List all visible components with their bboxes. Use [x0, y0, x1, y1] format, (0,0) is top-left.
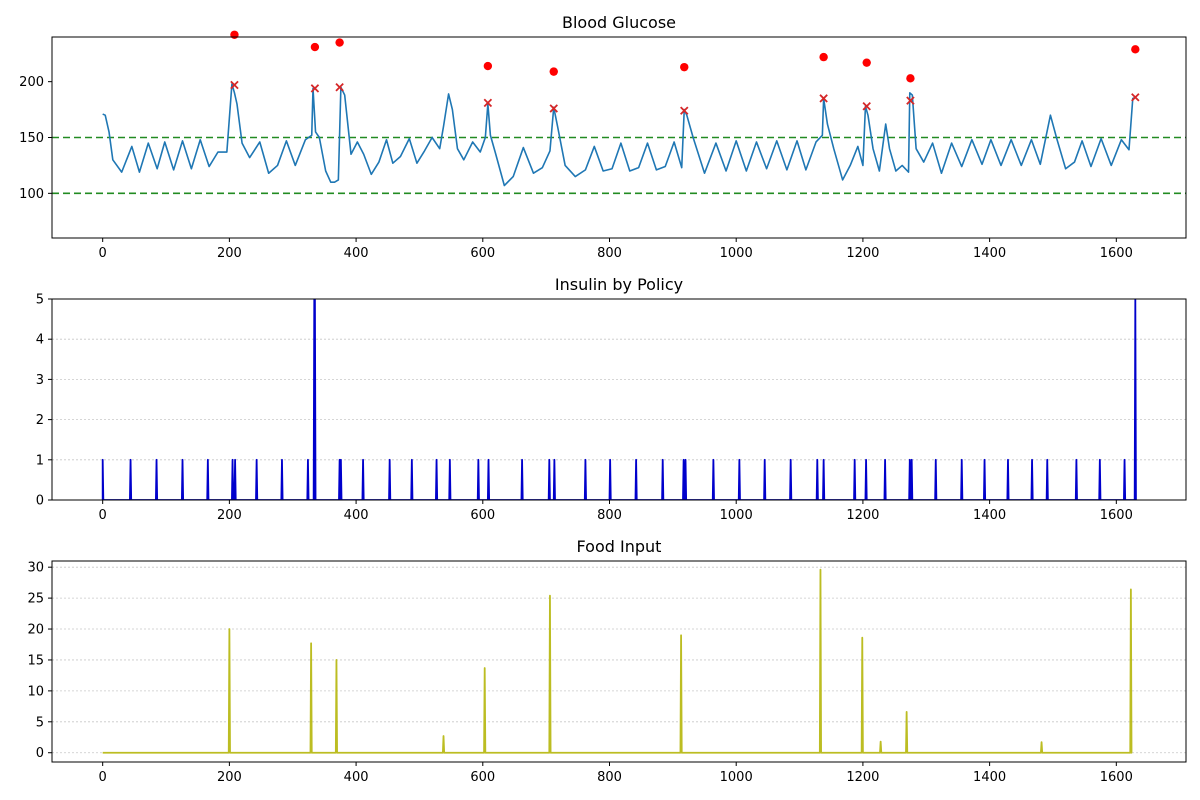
y-tick-label: 1 — [36, 453, 44, 468]
x-tick-label: 1000 — [720, 508, 753, 523]
x-tick-label: 600 — [470, 246, 495, 261]
y-tick-label: 15 — [27, 653, 44, 668]
cross-stroke — [310, 84, 320, 93]
data-point — [1131, 45, 1140, 54]
x-tick-label: 1000 — [720, 770, 753, 785]
cross-stroke — [819, 94, 828, 103]
axes-frame — [51, 560, 1187, 763]
cross-marker — [819, 94, 828, 103]
y-tick-label: 100 — [19, 187, 44, 202]
x-tick-label: 0 — [99, 770, 107, 785]
x-tick-label: 1200 — [846, 508, 879, 523]
data-point — [680, 62, 689, 72]
cross-marker — [862, 101, 871, 111]
x-tick-label: 600 — [470, 508, 495, 523]
x-tick-label: 400 — [344, 508, 369, 523]
plot-area — [102, 80, 1140, 187]
cross-stroke — [862, 101, 871, 111]
chart-title: Food Input — [577, 537, 662, 556]
data-point — [549, 67, 558, 76]
x-tick-label: 1000 — [720, 246, 753, 261]
cross-marker — [1131, 93, 1140, 102]
y-tick-label: 10 — [27, 684, 44, 699]
y-tick-label: 20 — [27, 623, 44, 638]
x-tick-label: 800 — [597, 508, 622, 523]
data-point — [862, 58, 871, 67]
chart-title: Insulin by Policy — [555, 275, 683, 294]
x-tick-label: 1400 — [973, 770, 1006, 785]
y-tick-label: 30 — [27, 561, 44, 576]
x-tick-label: 0 — [99, 246, 107, 261]
y-tick-label: 0 — [36, 746, 44, 761]
cross-marker — [906, 96, 915, 105]
y-tick-label: 4 — [36, 333, 44, 348]
plot-area — [101, 299, 1137, 500]
x-tick-label: 1400 — [973, 508, 1006, 523]
data-point — [906, 74, 915, 83]
cross-stroke — [483, 98, 493, 108]
x-tick-label: 1600 — [1100, 246, 1133, 261]
cross-stroke — [906, 96, 915, 105]
data-point — [230, 30, 239, 39]
x-tick-label: 0 — [99, 508, 107, 523]
x-tick-label: 800 — [597, 770, 622, 785]
panel-1: 0 200 400 600 800 1000 1200 1400 1600 100 150 200 Bl… — [19, 13, 1187, 261]
panel-2: 0 200 400 600 800 1000 1200 1400 1600 0 1 2 3 4 5 Insul… — [36, 275, 1187, 523]
data-point — [819, 52, 828, 62]
y-tick-label: 5 — [36, 715, 44, 730]
y-tick-label: 150 — [19, 131, 44, 146]
x-tick-label: 1400 — [973, 246, 1006, 261]
y-tick-label: 25 — [27, 592, 44, 607]
y-tick-label: 5 — [36, 293, 44, 308]
x-tick-label: 400 — [344, 246, 369, 261]
x-tick-label: 600 — [470, 770, 495, 785]
x-tick-label: 200 — [217, 770, 242, 785]
data-point — [310, 42, 320, 52]
series-line — [102, 568, 1133, 754]
cross-marker — [310, 84, 320, 93]
y-tick-label: 2 — [36, 413, 44, 428]
axes-frame — [51, 298, 1187, 501]
x-tick-label: 200 — [217, 246, 242, 261]
y-tick-label: 0 — [36, 494, 44, 509]
cross-stroke — [335, 83, 344, 92]
plot-area — [102, 568, 1133, 754]
cross-stroke — [549, 104, 558, 113]
y-tick-label: 200 — [19, 75, 44, 90]
x-tick-label: 1600 — [1100, 770, 1133, 785]
x-tick-label: 1200 — [846, 246, 879, 261]
x-tick-label: 400 — [344, 770, 369, 785]
cross-stroke — [1131, 93, 1140, 102]
cross-stroke — [680, 106, 689, 115]
chart-title: Blood Glucose — [562, 13, 676, 32]
data-point — [483, 61, 493, 71]
cross-marker — [483, 98, 493, 108]
x-tick-label: 200 — [217, 508, 242, 523]
x-tick-label: 1200 — [846, 770, 879, 785]
series-line — [102, 83, 1136, 187]
cross-marker — [335, 83, 344, 92]
series-line — [101, 299, 1137, 500]
data-point — [335, 38, 344, 47]
cross-stroke — [230, 80, 239, 90]
cross-marker — [680, 106, 689, 115]
cross-marker — [549, 104, 558, 113]
cross-marker — [230, 80, 239, 90]
y-tick-label: 3 — [36, 373, 44, 388]
x-tick-label: 1600 — [1100, 508, 1133, 523]
x-tick-label: 800 — [597, 246, 622, 261]
panel-3: 0 200 400 600 800 1000 1200 1400 1600 0 5 10 15 20 25 3… — [27, 537, 1187, 785]
